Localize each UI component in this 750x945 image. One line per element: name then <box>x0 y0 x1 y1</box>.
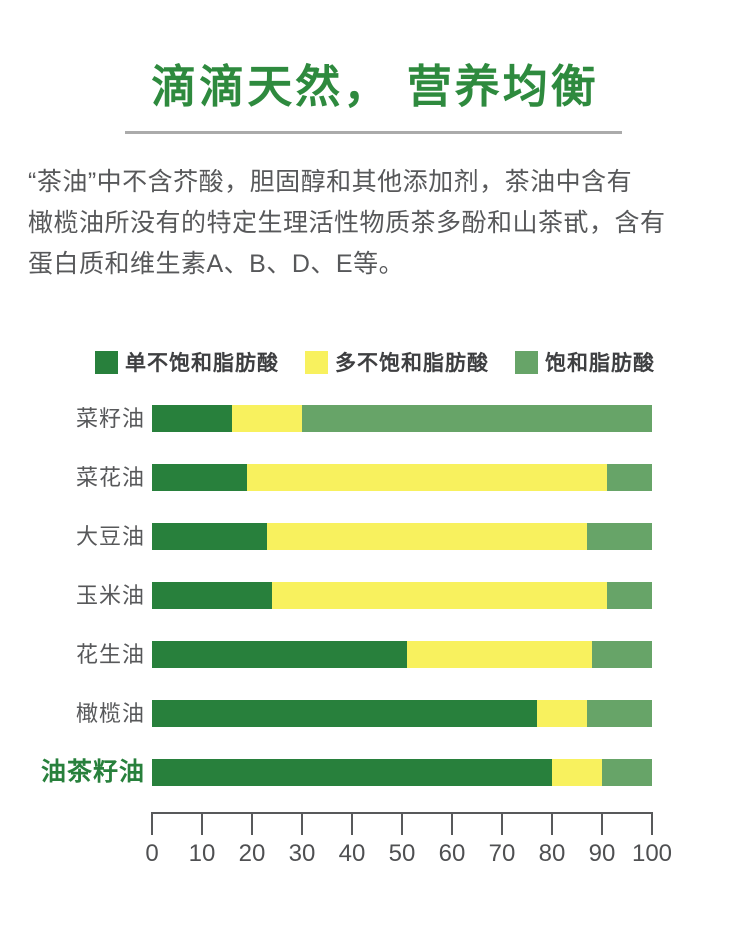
legend-item: 饱和脂肪酸 <box>515 347 655 377</box>
chart-legend: 单不饱和脂肪酸 多不饱和脂肪酸 饱和脂肪酸 <box>0 347 750 377</box>
bar-track <box>152 700 652 727</box>
axis-tick <box>401 814 403 835</box>
legend-item: 多不饱和脂肪酸 <box>305 347 489 377</box>
bar-segment <box>152 759 552 786</box>
intro-line: 橄榄油所没有的特定生理活性物质茶多酚和山茶甙，含有 <box>28 209 666 237</box>
axis-tick <box>451 814 453 835</box>
axis-tick-label: 30 <box>288 840 316 867</box>
bar-track <box>152 405 652 432</box>
axis-tick <box>351 814 353 835</box>
bar-segment <box>587 700 652 727</box>
bar-track <box>152 464 652 491</box>
bar-segment <box>537 700 587 727</box>
legend-item: 单不饱和脂肪酸 <box>95 347 279 377</box>
bar-segment <box>152 641 407 668</box>
axis-tick-label: 0 <box>145 840 159 867</box>
row-label: 油茶籽油 <box>40 758 145 786</box>
chart-row: 大豆油 <box>0 523 750 550</box>
bar-segment <box>302 405 652 432</box>
bar-segment <box>607 582 652 609</box>
bar-track <box>152 523 652 550</box>
chart-row: 菜籽油 <box>0 405 750 432</box>
bar-segment <box>152 523 267 550</box>
chart-row: 油茶籽油 <box>0 759 750 786</box>
axis-tick-label: 70 <box>488 840 516 867</box>
axis-tick <box>251 814 253 835</box>
bar-segment <box>552 759 602 786</box>
legend-label: 单不饱和脂肪酸 <box>125 352 279 375</box>
bar-segment <box>152 700 537 727</box>
x-axis: 0 10 20 30 40 50 60 70 80 90 100 <box>145 812 672 874</box>
axis-tick-label: 20 <box>238 840 266 867</box>
axis-tick <box>651 814 653 835</box>
intro-line: 蛋白质和维生素A、B、D、E等。 <box>28 250 405 278</box>
chart-row: 花生油 <box>0 641 750 668</box>
axis-tick <box>201 814 203 835</box>
bar-segment <box>407 641 592 668</box>
axis-tick <box>301 814 303 835</box>
bar-track <box>152 582 652 609</box>
row-label: 玉米油 <box>75 583 145 608</box>
bar-track <box>152 759 652 786</box>
legend-swatch-icon <box>515 350 538 374</box>
bar-segment <box>247 464 607 491</box>
legend-swatch-icon <box>95 350 118 374</box>
legend-swatch-icon <box>305 350 328 374</box>
bar-segment <box>152 582 272 609</box>
bar-segment <box>267 523 587 550</box>
page-title: 滴滴天然， 营养均衡 <box>151 61 599 112</box>
legend-label: 饱和脂肪酸 <box>545 352 655 375</box>
bar-segment <box>607 464 652 491</box>
axis-tick-label: 80 <box>538 840 566 867</box>
row-label: 大豆油 <box>75 524 145 549</box>
fatty-acid-stacked-bar-chart: 菜籽油菜花油大豆油玉米油花生油橄榄油油茶籽油 <box>0 405 750 813</box>
chart-row: 橄榄油 <box>0 700 750 727</box>
axis-tick <box>151 814 153 835</box>
row-label: 菜花油 <box>75 465 145 490</box>
axis-tick-label: 10 <box>188 840 216 867</box>
row-label: 橄榄油 <box>75 701 145 726</box>
axis-tick-label: 40 <box>338 840 366 867</box>
bar-segment <box>592 641 652 668</box>
row-label: 花生油 <box>75 642 145 667</box>
intro-line: “茶油”中不含芥酸，胆固醇和其他添加剂，茶油中含有 <box>28 168 633 196</box>
axis-tick <box>601 814 603 835</box>
chart-row: 玉米油 <box>0 582 750 609</box>
axis-tick-label: 50 <box>388 840 416 867</box>
chart-row: 菜花油 <box>0 464 750 491</box>
bar-track <box>152 641 652 668</box>
intro-paragraph: “茶油”中不含芥酸，胆固醇和其他添加剂，茶油中含有橄榄油所没有的特定生理活性物质… <box>28 162 728 285</box>
bar-segment <box>232 405 302 432</box>
bar-segment <box>272 582 607 609</box>
bar-segment <box>152 405 232 432</box>
axis-tick-label: 60 <box>438 840 466 867</box>
axis-tick <box>551 814 553 835</box>
bar-segment <box>152 464 247 491</box>
axis-tick-label: 100 <box>631 840 673 867</box>
bar-segment <box>602 759 652 786</box>
bar-segment <box>587 523 652 550</box>
row-label: 菜籽油 <box>75 406 145 431</box>
title-divider <box>125 131 622 134</box>
legend-label: 多不饱和脂肪酸 <box>335 352 489 375</box>
axis-tick-label: 90 <box>588 840 616 867</box>
axis-tick <box>501 814 503 835</box>
